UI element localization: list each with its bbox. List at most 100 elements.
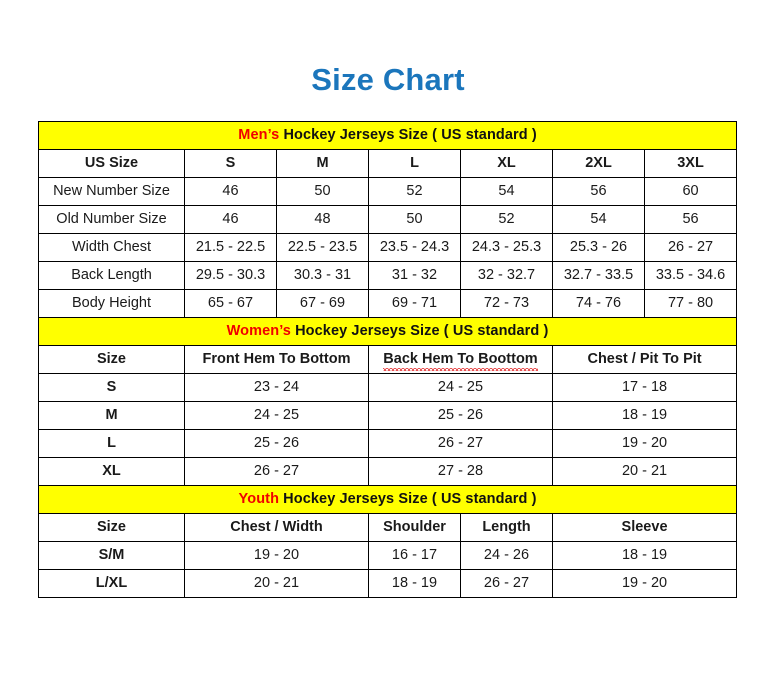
youth-col-sleeve: Sleeve (551, 513, 738, 542)
cell: 74 - 76 (552, 289, 645, 318)
table-row: L 25 - 26 26 - 27 19 - 20 (38, 429, 738, 458)
womens-banner-accent: Women’s (226, 323, 291, 339)
mens-row-label-old-number-size: Old Number Size (38, 205, 185, 234)
cell: 46 (184, 177, 277, 206)
cell: 24 - 25 (184, 401, 369, 430)
cell: 50 (368, 205, 461, 234)
table-row: New Number Size 46 50 52 54 56 60 (38, 177, 738, 206)
mens-col-2xl: 2XL (552, 149, 645, 178)
cell: 25 - 26 (368, 401, 553, 430)
table-row: Width Chest 21.5 - 22.5 22.5 - 23.5 23.5… (38, 233, 738, 262)
mens-column-header-row: US Size S M L XL 2XL 3XL (38, 149, 738, 178)
cell: 69 - 71 (368, 289, 461, 318)
youth-banner-accent: Youth (238, 491, 280, 507)
cell: 52 (460, 205, 553, 234)
youth-section-banner: Youth Hockey Jerseys Size ( US standard … (37, 485, 738, 514)
womens-section-banner: Women’s Hockey Jerseys Size ( US standar… (37, 317, 738, 346)
size-chart-table-wrapper: Men’s Hockey Jerseys Size ( US standard … (37, 121, 738, 598)
cell: 19 - 20 (184, 541, 369, 570)
cell: 52 (368, 177, 461, 206)
cell: 77 - 80 (643, 289, 738, 318)
youth-banner-row: Youth Hockey Jerseys Size ( US standard … (37, 485, 738, 514)
cell: 26 - 27 (184, 457, 369, 486)
cell: 26 - 27 (460, 569, 553, 598)
mens-row-label-body-height: Body Height (38, 289, 185, 318)
mens-col-3xl: 3XL (643, 149, 738, 178)
table-row: S 23 - 24 24 - 25 17 - 18 (38, 373, 738, 402)
cell: 29.5 - 30.3 (184, 261, 277, 290)
cell: 60 (643, 177, 738, 206)
cell: 21.5 - 22.5 (184, 233, 277, 262)
cell: 26 - 27 (368, 429, 553, 458)
youth-row-label-lxl: L/XL (38, 569, 185, 598)
page-title: Size Chart (311, 62, 465, 97)
table-row: S/M 19 - 20 16 - 17 24 - 26 18 - 19 (38, 541, 738, 570)
cell: 19 - 20 (551, 569, 738, 598)
cell: 72 - 73 (460, 289, 553, 318)
womens-col-size: Size (38, 345, 185, 374)
mens-banner-accent: Men’s (238, 127, 280, 143)
womens-column-header-row: Size Front Hem To Bottom Back Hem To Boo… (38, 345, 738, 374)
youth-banner-rest: Hockey Jerseys Size ( US standard ) (279, 491, 537, 507)
cell: 23 - 24 (184, 373, 369, 402)
womens-row-label-l: L (38, 429, 185, 458)
table-row: Old Number Size 46 48 50 52 54 56 (38, 205, 738, 234)
cell: 18 - 19 (551, 401, 738, 430)
cell: 18 - 19 (368, 569, 461, 598)
mens-row-label-back-length: Back Length (38, 261, 185, 290)
cell: 23.5 - 24.3 (368, 233, 461, 262)
cell: 48 (276, 205, 369, 234)
cell: 54 (552, 205, 645, 234)
youth-col-chest-width: Chest / Width (184, 513, 369, 542)
mens-col-s: S (184, 149, 277, 178)
mens-col-xl: XL (460, 149, 553, 178)
cell: 56 (552, 177, 645, 206)
womens-banner-rest: Hockey Jerseys Size ( US standard ) (290, 323, 549, 339)
cell: 54 (460, 177, 553, 206)
cell: 33.5 - 34.6 (643, 261, 738, 290)
mens-row-label-new-number-size: New Number Size (38, 177, 185, 206)
table-row: L/XL 20 - 21 18 - 19 26 - 27 19 - 20 (38, 569, 738, 598)
table-row: Body Height 65 - 67 67 - 69 69 - 71 72 -… (38, 289, 738, 318)
cell: 18 - 19 (551, 541, 738, 570)
cell: 27 - 28 (368, 457, 553, 486)
mens-col-l: L (368, 149, 461, 178)
youth-column-header-row: Size Chest / Width Shoulder Length Sleev… (38, 513, 738, 542)
misspelled-word: Back Hem To Boottom (383, 346, 539, 373)
size-chart-table: Men’s Hockey Jerseys Size ( US standard … (37, 121, 738, 598)
youth-col-shoulder: Shoulder (368, 513, 461, 542)
mens-section-banner: Men’s Hockey Jerseys Size ( US standard … (37, 121, 738, 150)
cell: 25 - 26 (184, 429, 369, 458)
table-row: XL 26 - 27 27 - 28 20 - 21 (38, 457, 738, 486)
womens-banner-row: Women’s Hockey Jerseys Size ( US standar… (37, 317, 738, 346)
cell: 24 - 25 (368, 373, 553, 402)
cell: 19 - 20 (551, 429, 738, 458)
cell: 31 - 32 (368, 261, 461, 290)
cell: 20 - 21 (551, 457, 738, 486)
mens-col-us-size: US Size (38, 149, 185, 178)
cell: 26 - 27 (643, 233, 738, 262)
cell: 24 - 26 (460, 541, 553, 570)
table-row: M 24 - 25 25 - 26 18 - 19 (38, 401, 738, 430)
youth-col-size: Size (38, 513, 185, 542)
womens-col-front-hem-to-bottom: Front Hem To Bottom (184, 345, 369, 374)
womens-row-label-m: M (38, 401, 185, 430)
womens-col-back-hem-to-bottom: Back Hem To Boottom (368, 345, 553, 374)
cell: 20 - 21 (184, 569, 369, 598)
cell: 25.3 - 26 (552, 233, 645, 262)
table-row: Back Length 29.5 - 30.3 30.3 - 31 31 - 3… (38, 261, 738, 290)
cell: 24.3 - 25.3 (460, 233, 553, 262)
cell: 16 - 17 (368, 541, 461, 570)
youth-col-length: Length (460, 513, 553, 542)
cell: 56 (643, 205, 738, 234)
cell: 22.5 - 23.5 (276, 233, 369, 262)
womens-col-chest-pit-to-pit: Chest / Pit To Pit (551, 345, 738, 374)
cell: 30.3 - 31 (276, 261, 369, 290)
cell: 65 - 67 (184, 289, 277, 318)
mens-banner-row: Men’s Hockey Jerseys Size ( US standard … (37, 121, 738, 150)
womens-row-label-s: S (38, 373, 185, 402)
youth-row-label-sm: S/M (38, 541, 185, 570)
cell: 46 (184, 205, 277, 234)
cell: 67 - 69 (276, 289, 369, 318)
